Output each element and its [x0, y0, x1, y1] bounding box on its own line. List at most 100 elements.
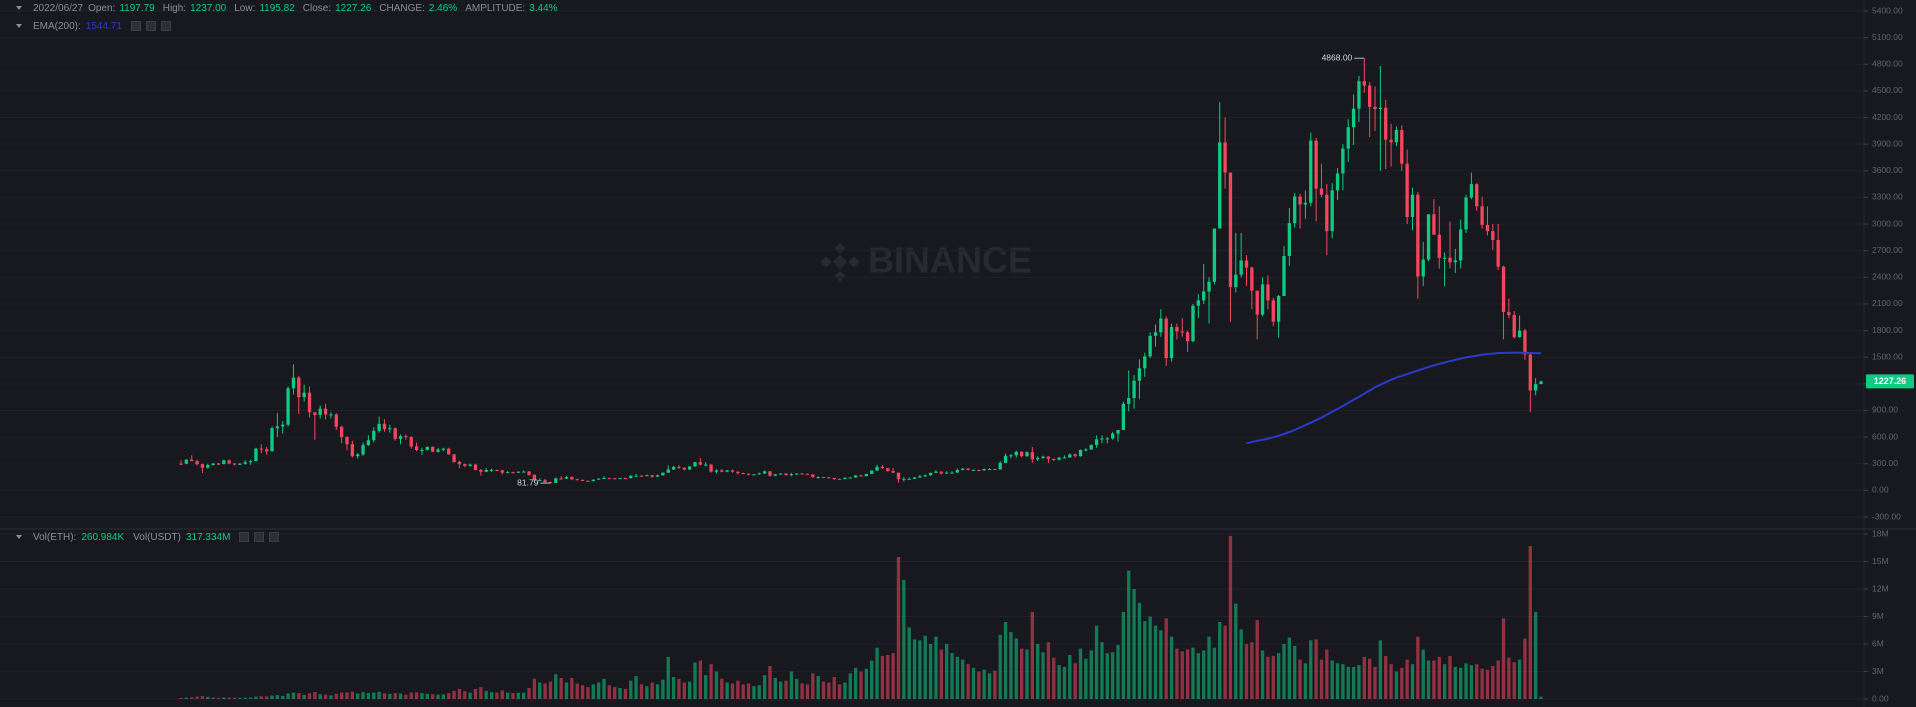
volume-bar: [752, 686, 756, 699]
candle-body: [1309, 140, 1313, 203]
volume-bar: [1078, 648, 1083, 699]
volume-bar: [334, 693, 338, 699]
visibility-button[interactable]: [130, 21, 141, 31]
candle-body: [1437, 234, 1441, 258]
candle-body: [918, 476, 922, 478]
volume-bar: [216, 697, 221, 699]
candle-body: [1378, 107, 1383, 110]
y-tick-label: 1500.00: [1872, 351, 1903, 361]
volume-bar: [430, 694, 435, 699]
y-tick-label: 4200.00: [1872, 112, 1903, 122]
candle-body: [323, 408, 328, 415]
volume-bar: [961, 659, 965, 699]
candle-body: [853, 475, 858, 478]
volume-bar: [345, 692, 349, 699]
volume-bar: [1298, 659, 1302, 699]
candle-body: [768, 471, 772, 476]
ohlc-label: High:: [162, 2, 187, 14]
candle-body: [752, 474, 756, 476]
candle-body: [945, 472, 949, 474]
candle-body: [736, 471, 740, 474]
volume-bar: [1164, 618, 1168, 699]
volume-bar: [468, 692, 472, 699]
settings-button[interactable]: [145, 21, 156, 31]
volume-bar: [886, 655, 890, 699]
volume-bar: [1480, 668, 1484, 699]
volume-bar: [318, 694, 322, 699]
volume-bar: [398, 693, 403, 699]
candle-body: [934, 471, 938, 473]
y-tick-label: 3000.00: [1872, 218, 1903, 228]
candle-body: [1426, 214, 1431, 260]
candle-body: [977, 469, 981, 471]
volume-bar: [404, 694, 408, 699]
visibility-button[interactable]: [239, 532, 250, 542]
volume-bar: [511, 693, 515, 699]
candle-body: [302, 392, 306, 398]
volume-bar: [184, 697, 189, 699]
candle-body: [1132, 380, 1136, 399]
collapse-icon[interactable]: [16, 6, 22, 10]
candle-body: [607, 477, 612, 479]
candle-body: [1496, 240, 1500, 267]
volume-bar: [1309, 640, 1313, 699]
candle-body: [1453, 260, 1457, 263]
candle-body: [1073, 454, 1077, 457]
candle-body: [1159, 318, 1163, 333]
volume-bar: [1410, 664, 1415, 699]
candle-body: [1202, 291, 1206, 301]
last-price-label: 1227.26: [1874, 376, 1907, 386]
candle-body: [650, 475, 654, 477]
volume-bar: [891, 653, 895, 699]
volume-bar: [356, 693, 360, 699]
volume-bar: [1485, 669, 1490, 699]
settings-button[interactable]: [254, 532, 265, 542]
close-button[interactable]: [269, 532, 280, 542]
volume-bar: [1057, 665, 1061, 699]
candle-body: [682, 467, 686, 470]
candle-body: [554, 478, 558, 483]
candle-body: [1244, 260, 1249, 268]
volume-bar: [645, 686, 649, 699]
volume-bar: [1528, 545, 1532, 699]
collapse-icon[interactable]: [16, 24, 22, 28]
volume-bar: [1250, 642, 1254, 699]
volume-bar: [452, 690, 456, 699]
candle-body: [227, 460, 231, 464]
volume-bar: [784, 680, 788, 699]
candle-body: [1121, 403, 1126, 431]
candle-body: [1089, 445, 1093, 450]
y-tick-label: 600.00: [1872, 431, 1898, 441]
volume-bar: [800, 683, 804, 699]
volume-bar: [532, 678, 537, 699]
volume-bar: [489, 692, 494, 699]
candle-body: [1239, 260, 1243, 275]
candle-body: [1110, 433, 1115, 439]
candle-body: [645, 475, 649, 477]
collapse-icon[interactable]: [16, 535, 22, 539]
candle-body: [1341, 148, 1345, 174]
candle-body: [1062, 457, 1067, 459]
close-button[interactable]: [160, 21, 171, 31]
candle-body: [281, 424, 285, 427]
candle-body: [190, 459, 194, 462]
candle-body: [827, 477, 831, 479]
volume-bar: [1453, 666, 1457, 699]
y-tick-label: 3300.00: [1872, 192, 1903, 202]
volume-bar: [837, 684, 842, 699]
candle-body: [1539, 381, 1543, 385]
volume-bar: [554, 674, 558, 699]
candle-body: [993, 469, 997, 471]
candle-body: [329, 414, 333, 416]
volume-bar: [1260, 650, 1265, 699]
volume-bar: [1507, 657, 1511, 699]
volume-bar: [875, 647, 879, 699]
candle-body: [843, 477, 847, 480]
volume-bar: [714, 671, 719, 699]
candle-body: [334, 414, 338, 427]
volume-name: Vol(ETH):: [33, 531, 77, 543]
volume-bar: [1212, 647, 1217, 699]
volume-bar: [1459, 667, 1463, 699]
candle-body: [1185, 332, 1190, 342]
candle-body: [1143, 356, 1147, 369]
